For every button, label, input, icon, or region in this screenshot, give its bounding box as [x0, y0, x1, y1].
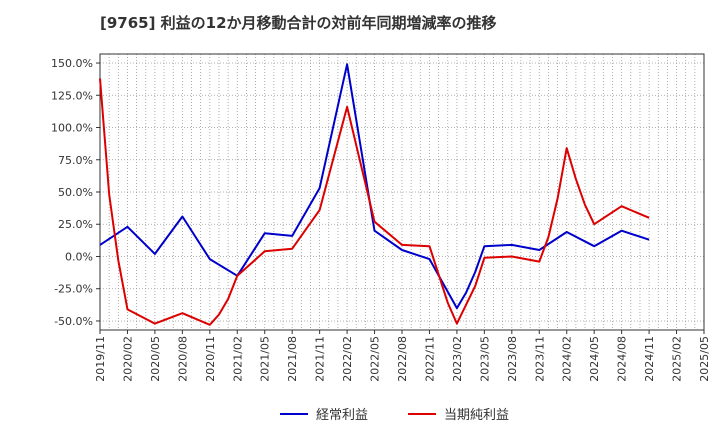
- x-tick-label: 2023/11: [533, 336, 546, 382]
- x-tick-label: 2022/08: [396, 336, 409, 382]
- y-tick-label: 0.0%: [65, 250, 93, 263]
- x-tick-label: 2021/02: [231, 336, 244, 382]
- legend-label: 当期純利益: [444, 408, 509, 423]
- x-tick-label: 2023/05: [478, 336, 491, 382]
- x-axis: 2019/11 2020/02 2020/05 2020/08 2020/11 2021/…: [94, 330, 711, 382]
- y-tick-label: 150.0%: [51, 57, 93, 70]
- x-tick-label: 2025/02: [671, 336, 684, 382]
- x-tick-label: 2025/05: [698, 336, 711, 382]
- x-tick-label: 2022/05: [369, 336, 382, 382]
- x-tick-label: 2020/11: [204, 336, 217, 382]
- x-tick-label: 2020/02: [121, 336, 134, 382]
- series-lines: [99, 63, 650, 326]
- legend-label: 経常利益: [316, 408, 368, 423]
- x-tick-label: 2024/08: [616, 336, 629, 382]
- y-tick-label: 50.0%: [58, 186, 93, 199]
- x-tick-label: 2022/02: [341, 336, 354, 382]
- x-tick-label: 2021/11: [314, 336, 327, 382]
- x-tick-label: 2023/08: [506, 336, 519, 382]
- series-line-keijo-rieki: [99, 63, 650, 310]
- legend: 経常利益 当期純利益: [280, 408, 509, 423]
- x-tick-label: 2021/08: [286, 336, 299, 382]
- series-line-toki-jun-rieki: [99, 78, 650, 326]
- y-tick-label: 25.0%: [58, 218, 93, 231]
- x-tick-label: 2021/05: [259, 336, 272, 382]
- x-tick-label: 2024/02: [561, 336, 574, 382]
- x-tick-label: 2024/11: [643, 336, 656, 382]
- x-tick-label: 2019/11: [94, 336, 107, 382]
- y-tick-label: -25.0%: [54, 283, 93, 296]
- x-tick-label: 2020/08: [176, 336, 189, 382]
- y-tick-label: 75.0%: [58, 154, 93, 167]
- chart-title: [9765] 利益の12か月移動合計の対前年同期増減率の推移: [100, 14, 497, 32]
- x-tick-label: 2022/11: [423, 336, 436, 382]
- y-tick-label: 125.0%: [51, 89, 93, 102]
- y-tick-label: 100.0%: [51, 122, 93, 135]
- x-tick-label: 2024/05: [588, 336, 601, 382]
- x-tick-label: 2020/05: [149, 336, 162, 382]
- y-axis: 150.0% 125.0% 100.0% 75.0% 50.0% 25.0% 0.0% -25…: [51, 57, 100, 328]
- x-tick-label: 2023/02: [451, 336, 464, 382]
- y-tick-label: -50.0%: [54, 315, 93, 328]
